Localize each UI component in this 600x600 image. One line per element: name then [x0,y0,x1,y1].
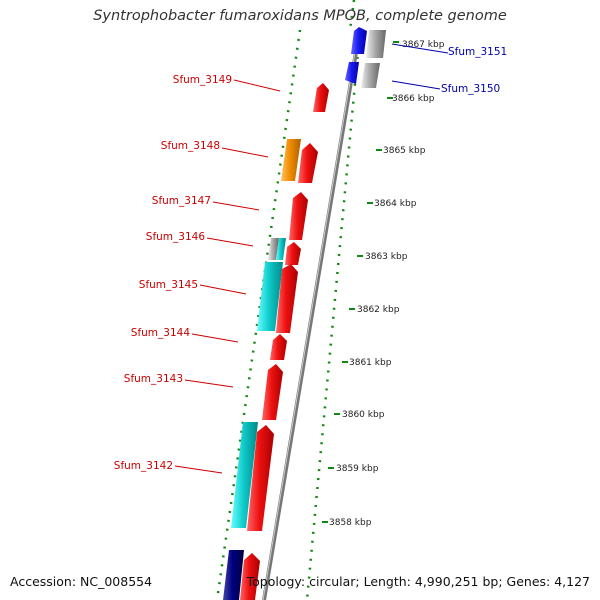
genome-backbone [262,39,360,600]
gene-label-sfum-3143[interactable]: Sfum_3143 [124,373,183,385]
gene-sfum-3144[interactable] [270,334,287,360]
topology-text: Topology: circular; Length: 4,990,251 bp… [246,574,590,589]
label-leaders [174,43,449,474]
gene-label-sfum-3146[interactable]: Sfum_3146 [146,231,206,243]
gene-label-sfum-3149[interactable]: Sfum_3149 [173,74,232,86]
gene-sfum-3148-forward[interactable] [298,143,318,183]
gene-label-sfum-3147[interactable]: Sfum_3147 [152,195,211,207]
gene-sfum-3150-blue[interactable] [345,62,359,84]
kbp-label: 3862 kbp [357,305,400,315]
gene-sfum-3146-gray[interactable] [268,238,279,260]
gene-sfum-3143[interactable] [262,364,283,420]
kbp-label: 3861 kbp [349,358,392,368]
kbp-label: 3864 kbp [374,199,417,209]
gene-sfum-3145-cyan[interactable] [257,262,283,331]
map-title: Syntrophobacter fumaroxidans MPOB, compl… [93,8,507,24]
gene-sfum-3145-forward[interactable] [276,264,298,333]
gene-label-sfum-3150[interactable]: Sfum_3150 [441,83,500,95]
gene-sfum-3147[interactable] [289,192,308,240]
gene-sfum-3149[interactable] [313,83,329,112]
ruler-outer-ticks [215,29,302,600]
kbp-labels: 3867 kbp 3866 kbp 3865 kbp 3864 kbp 3863… [329,40,445,528]
gene-sfum-3146-forward[interactable] [285,242,301,265]
gene-sfum-3151-gray[interactable] [366,30,386,58]
kbp-ticks [322,41,399,523]
gene-bottom-forward[interactable] [240,553,260,600]
reverse-strand-genes [223,27,386,600]
gene-sfum-3146-cyan[interactable] [276,238,286,260]
gene-sfum-3150-gray[interactable] [361,63,380,88]
kbp-label: 3866 kbp [392,94,435,104]
kbp-label: 3863 kbp [365,252,408,262]
kbp-label: 3859 kbp [336,464,379,474]
kbp-label: 3867 kbp [402,40,445,50]
kbp-label: 3865 kbp [383,146,426,156]
ruler-top-ticks [348,0,356,31]
gene-label-sfum-3142[interactable]: Sfum_3142 [114,460,173,472]
gene-label-sfum-3144[interactable]: Sfum_3144 [131,327,191,339]
gene-label-sfum-3145[interactable]: Sfum_3145 [139,279,198,291]
accession-text: Accession: NC_008554 [10,574,153,589]
gene-bottom-navy[interactable] [223,550,244,600]
gene-sfum-3148-orange[interactable] [281,139,301,181]
gene-sfum-3151-blue[interactable] [351,27,367,54]
gene-label-sfum-3148[interactable]: Sfum_3148 [161,140,220,152]
gene-sfum-3142-forward[interactable] [247,425,274,531]
ruler-inner-ticks [305,29,362,600]
forward-strand-genes [240,83,329,600]
kbp-label: 3860 kbp [342,410,385,420]
kbp-label: 3858 kbp [329,518,372,528]
gene-label-sfum-3151[interactable]: Sfum_3151 [448,46,507,58]
gene-sfum-3142-cyan[interactable] [231,422,258,528]
gene-labels: Sfum_3151 Sfum_3150 Sfum_3149 Sfum_3148 … [114,46,507,472]
